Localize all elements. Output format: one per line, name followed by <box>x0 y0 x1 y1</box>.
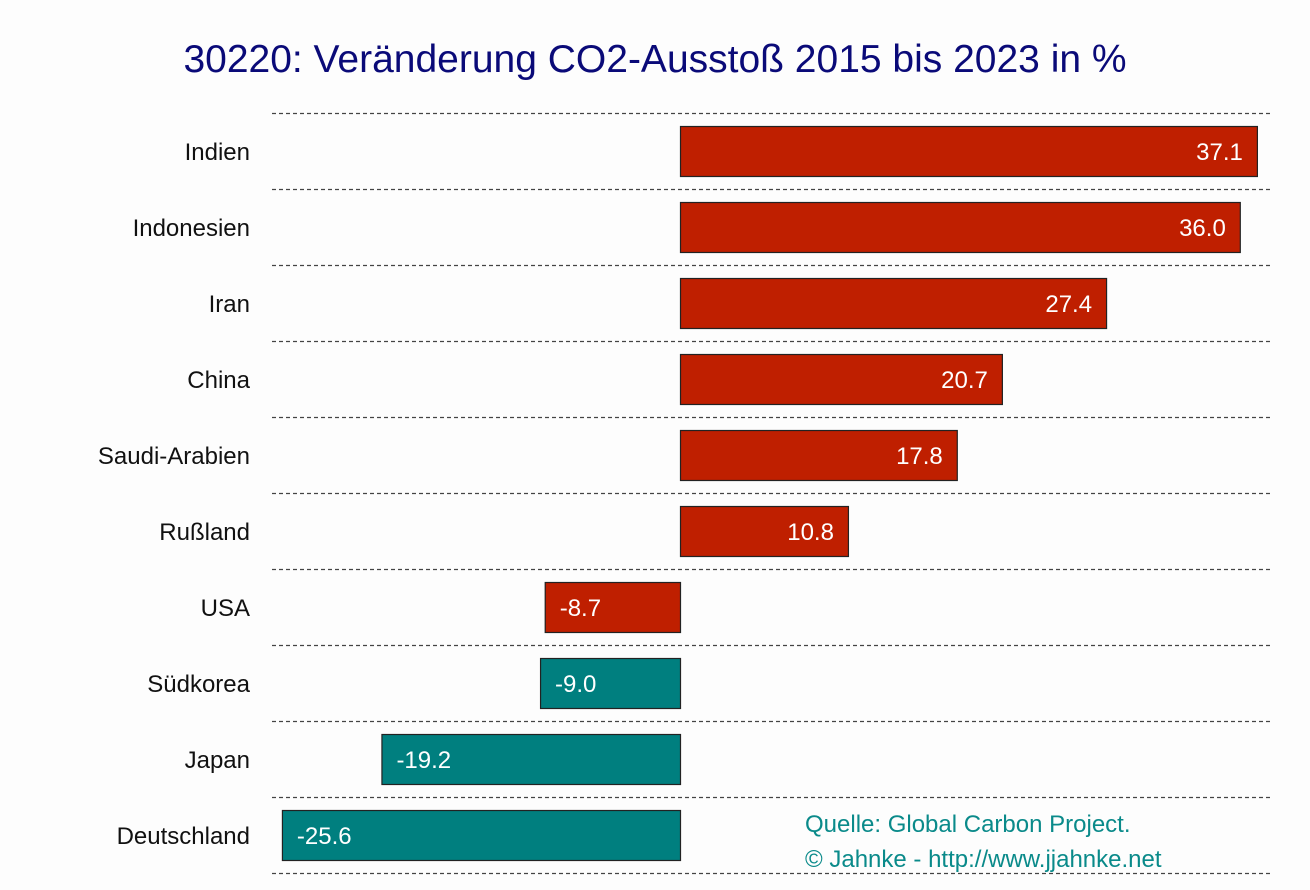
bar <box>544 581 682 634</box>
value-label: 27.4 <box>1045 291 1092 318</box>
value-label: 17.8 <box>896 443 943 470</box>
bar <box>679 353 1003 406</box>
category-label: Iran <box>209 291 250 318</box>
category-label: Indien <box>185 139 250 166</box>
value-label: -19.2 <box>396 747 451 774</box>
category-label: Rußland <box>159 519 250 546</box>
value-label: -9.0 <box>555 671 596 698</box>
value-label: 20.7 <box>941 367 988 394</box>
bar <box>281 809 682 862</box>
bar <box>381 733 682 786</box>
category-label: Indonesien <box>133 215 250 242</box>
value-label: -25.6 <box>297 823 352 850</box>
value-label: 10.8 <box>787 519 834 546</box>
category-label: USA <box>201 595 250 622</box>
source-text: Quelle: Global Carbon Project. <box>805 811 1131 838</box>
bar <box>539 657 682 710</box>
bar <box>679 505 850 558</box>
value-label: 36.0 <box>1179 215 1226 242</box>
bar <box>679 201 1241 254</box>
chart-title: 30220: Veränderung CO2-Ausstoß 2015 bis … <box>183 38 1127 81</box>
category-label: Deutschland <box>117 823 250 850</box>
copyright-text: © Jahnke - http://www.jjahnke.net <box>805 846 1162 873</box>
category-label: Japan <box>185 747 250 774</box>
category-label: Saudi-Arabien <box>98 443 250 470</box>
value-label: -8.7 <box>560 595 601 622</box>
category-label: China <box>187 367 250 394</box>
value-label: 37.1 <box>1196 139 1243 166</box>
bar <box>679 429 958 482</box>
category-label: Südkorea <box>147 671 250 698</box>
bar <box>679 125 1259 178</box>
bar <box>679 277 1108 330</box>
